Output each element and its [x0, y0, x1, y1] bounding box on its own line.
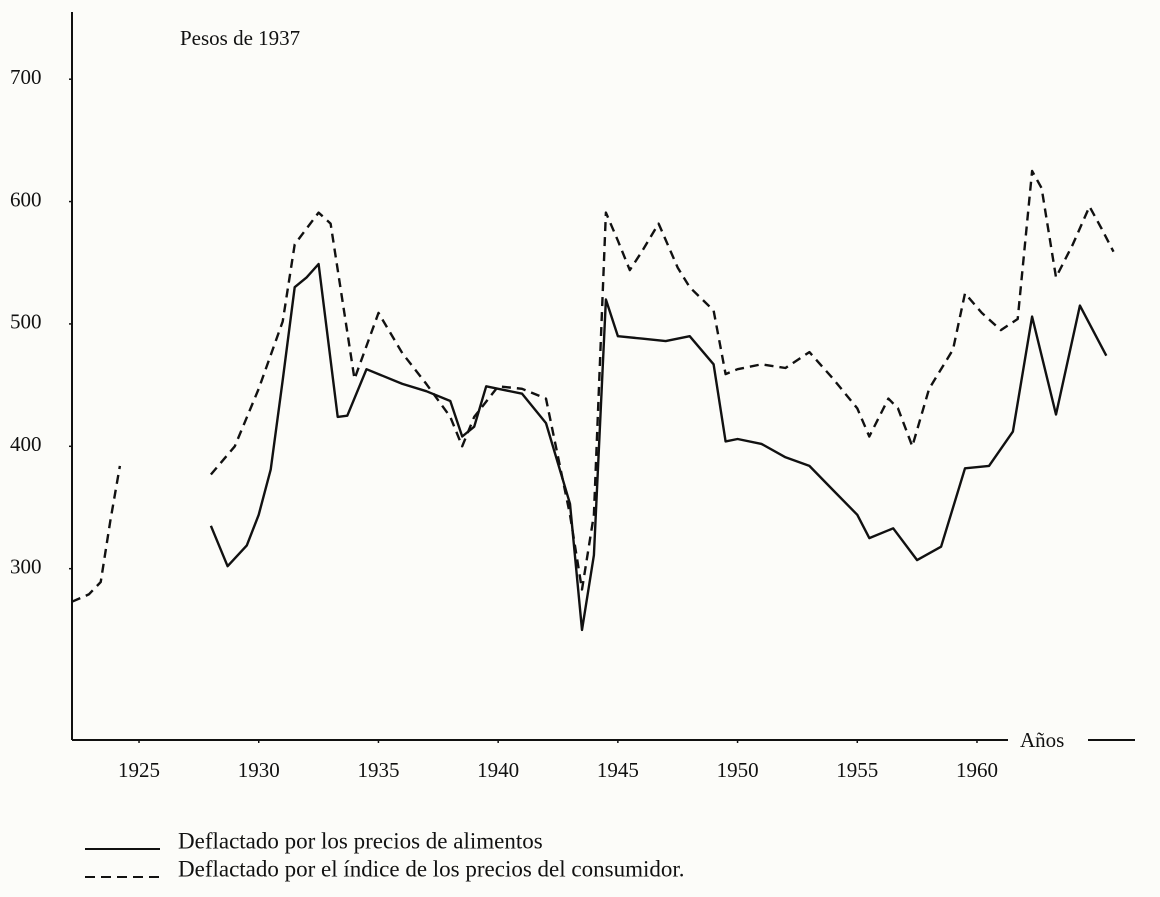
x-tick-label: 1940 [477, 758, 519, 782]
y-tick-label: 600 [10, 187, 42, 211]
y-tick-label: 500 [10, 310, 42, 334]
x-tick-label: 1960 [956, 758, 998, 782]
line-series [209, 169, 1115, 591]
y-tick-label: 400 [10, 432, 42, 456]
line-series [71, 465, 122, 603]
x-tick-label: 1930 [238, 758, 280, 782]
legend-label: Deflactado por los precios de alimentos [178, 828, 543, 853]
x-axis-label: Años [1020, 728, 1064, 752]
y-axis-label: Pesos de 1937 [180, 26, 300, 50]
legend-label: Deflactado por el índice de los precios … [178, 856, 684, 881]
x-tick-label: 1935 [357, 758, 399, 782]
x-tick-label: 1925 [118, 758, 160, 782]
x-tick-label: 1945 [597, 758, 639, 782]
x-tick-label: 1955 [836, 758, 878, 782]
x-label-bg [1008, 728, 1088, 754]
y-tick-label: 700 [10, 65, 42, 89]
line-series [209, 262, 1108, 632]
y-tick-label: 300 [10, 554, 42, 578]
x-tick-label: 1950 [717, 758, 759, 782]
